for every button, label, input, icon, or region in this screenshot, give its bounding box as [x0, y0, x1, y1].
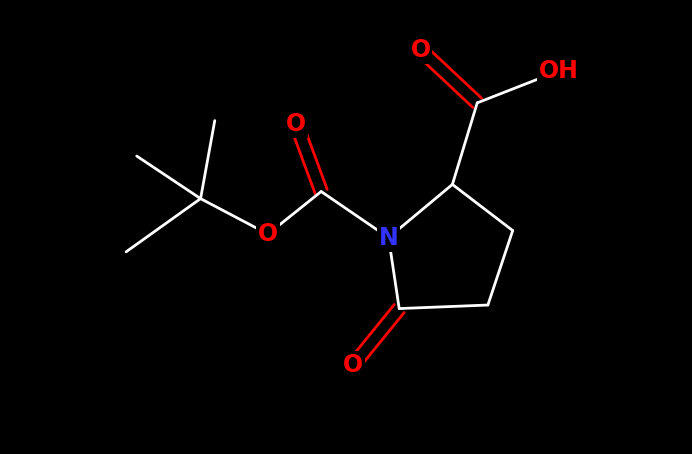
Text: O: O: [286, 112, 307, 136]
Text: OH: OH: [539, 59, 579, 83]
Text: O: O: [343, 353, 363, 377]
Text: O: O: [410, 38, 430, 62]
Text: N: N: [379, 226, 399, 250]
Text: O: O: [258, 222, 278, 246]
